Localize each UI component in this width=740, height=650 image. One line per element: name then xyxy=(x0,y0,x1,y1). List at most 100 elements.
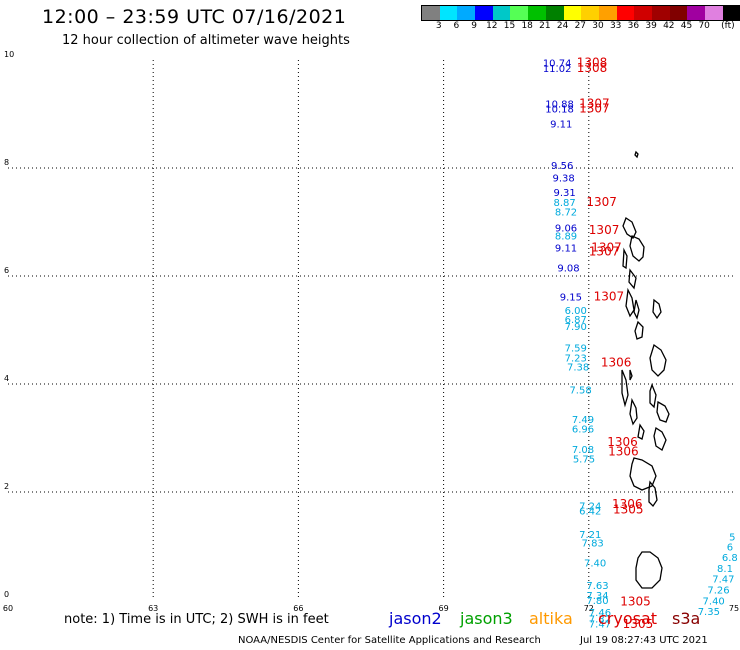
wave-height-label: 7.35 xyxy=(698,607,720,618)
island-outline xyxy=(628,268,637,290)
colorbar-swatch xyxy=(492,6,511,20)
orbit-number-label: 1307 xyxy=(579,101,610,115)
colorbar-label: 27 xyxy=(574,21,587,31)
wave-height-label: 9.31 xyxy=(553,188,575,199)
island-outline xyxy=(649,343,667,377)
colorbar-swatch xyxy=(616,6,635,20)
island-outline xyxy=(622,247,628,270)
y-tick-label: 0 xyxy=(4,590,9,599)
page-subtitle: 12 hour collection of altimeter wave hei… xyxy=(62,33,350,48)
maldives-coastline xyxy=(621,150,670,589)
y-tick-label: 10 xyxy=(4,50,14,59)
wave-height-label: 7.46 xyxy=(589,608,611,619)
legend-entry-jason2: jason2 xyxy=(389,609,442,628)
y-tick-label: 2 xyxy=(4,482,9,491)
wave-height-label: 6.42 xyxy=(579,507,601,518)
page-title: 12:00 – 23:59 UTC 07/16/2021 xyxy=(42,6,347,28)
colorbar-swatch xyxy=(651,6,670,20)
orbit-number-label: 1307 xyxy=(589,244,620,258)
wave-height-label: 9.06 xyxy=(555,224,577,235)
map-grid xyxy=(8,60,734,600)
colorbar-swatch xyxy=(475,6,493,20)
colorbar-label: 18 xyxy=(521,21,533,31)
wave-height-label: 9.56 xyxy=(551,161,573,172)
colorbar-label: 45 xyxy=(680,21,693,31)
island-outline xyxy=(629,397,638,426)
colorbar-swatch xyxy=(439,6,458,20)
island-outline xyxy=(629,235,645,262)
island-outline xyxy=(637,423,645,440)
wave-height-label: 6.8 xyxy=(722,553,738,564)
wave-height-label: 8.72 xyxy=(555,208,577,219)
colorbar-label: 3 xyxy=(435,21,442,31)
colorbar-swatch xyxy=(528,6,546,20)
orbit-number-label: 1307 xyxy=(589,223,620,237)
wave-height-label: 7.38 xyxy=(567,363,589,374)
x-tick-label: 69 xyxy=(439,604,449,613)
colorbar-swatch xyxy=(669,6,688,20)
orbit-number-label: 1307 xyxy=(579,97,610,111)
y-tick-label: 8 xyxy=(4,158,9,167)
orbit-number-label: 1307 xyxy=(594,289,625,303)
colorbar-swatch xyxy=(510,6,529,20)
island-outline xyxy=(649,383,657,409)
x-tick-label: 63 xyxy=(148,604,158,613)
wave-height-label: 9.11 xyxy=(555,244,577,255)
colorbar-swatch xyxy=(687,6,705,20)
wave-height-label: 6.87 xyxy=(565,315,587,326)
wave-height-label: 7.34 xyxy=(586,591,608,602)
wave-height-label: 5.75 xyxy=(573,454,595,465)
wave-height-label: 7.59 xyxy=(565,344,587,355)
colorbar-label: 33 xyxy=(609,21,622,31)
colorbar-swatch xyxy=(563,6,582,20)
wave-height-label: 9.15 xyxy=(560,292,582,303)
colorbar-swatch xyxy=(598,6,617,20)
legend-entry-s3a: s3a xyxy=(672,609,701,628)
wave-height-label: 6 xyxy=(727,542,733,553)
wave-height-label: 9.11 xyxy=(550,120,572,131)
colorbar-label: 9 xyxy=(471,21,477,31)
island-outline xyxy=(629,457,657,491)
wave-height-label: 10.88 xyxy=(545,100,574,111)
orbit-number-label: 1305 xyxy=(623,617,654,631)
orbit-number-label: 1305 xyxy=(620,594,651,608)
wave-height-label: 10.18 xyxy=(545,104,574,115)
wave-height-label: 5 xyxy=(729,533,735,544)
colorbar-label: 70 xyxy=(698,21,710,31)
island-outline xyxy=(656,400,670,423)
wave-height-label: 7.47 xyxy=(589,620,611,631)
orbit-number-label: 1306 xyxy=(612,497,643,511)
orbit-number-label: 1307 xyxy=(591,241,622,255)
colorbar xyxy=(421,5,740,21)
wave-height-label: 7.08 xyxy=(572,445,594,456)
island-outline xyxy=(625,287,635,318)
orbit-number-label: 1308 xyxy=(577,61,608,75)
wave-height-label: 7.32 xyxy=(589,615,611,626)
island-outline xyxy=(634,150,639,159)
island-outline xyxy=(652,298,662,320)
footer-timestamp: Jul 19 08:27:43 UTC 2021 xyxy=(580,635,708,646)
colorbar-label: (ft) xyxy=(721,21,735,31)
legend-entry-cryosat: cryosat xyxy=(598,609,658,628)
orbit-number-label: 1306 xyxy=(607,435,638,449)
wave-height-label: 7.83 xyxy=(582,539,604,550)
legend-entry-altika: altika xyxy=(529,609,573,628)
legend-entry-jason3: jason3 xyxy=(460,609,513,628)
colorbar-swatch xyxy=(422,6,440,20)
colorbar-label: 24 xyxy=(556,21,569,31)
wave-height-label: 9.38 xyxy=(553,174,575,185)
wave-height-label: 10.74 xyxy=(543,58,572,69)
colorbar-label: 12 xyxy=(486,21,498,31)
colorbar-label: 6 xyxy=(453,21,460,31)
orbit-number-label: 1307 xyxy=(586,195,617,209)
colorbar-label: 21 xyxy=(539,21,551,31)
wave-height-label: 7.26 xyxy=(707,586,729,597)
wave-height-label: 7.23 xyxy=(565,353,587,364)
footer-credit: NOAA/NESDIS Center for Satellite Applica… xyxy=(238,635,541,646)
wave-height-label: 7.40 xyxy=(703,596,725,607)
island-outline xyxy=(621,369,629,408)
island-outline xyxy=(653,426,667,451)
footer-note: note: 1) Time is in UTC; 2) SWH is in fe… xyxy=(64,612,329,627)
